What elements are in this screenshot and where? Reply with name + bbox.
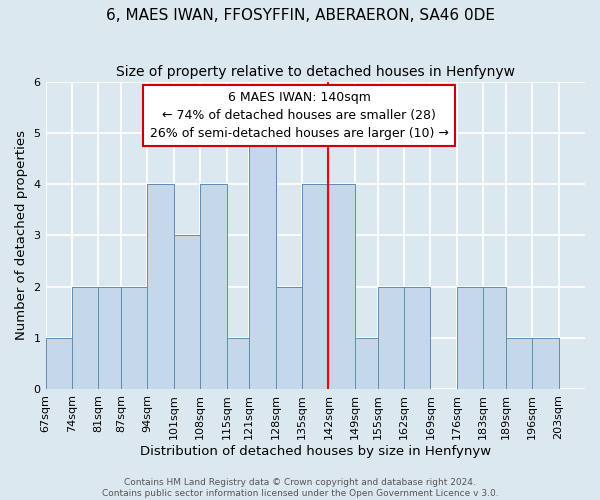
Bar [355, 338, 377, 389]
Bar [148, 184, 174, 389]
Bar [506, 338, 532, 389]
Bar [483, 286, 506, 389]
Text: 6, MAES IWAN, FFOSYFFIN, ABERAERON, SA46 0DE: 6, MAES IWAN, FFOSYFFIN, ABERAERON, SA46… [106, 8, 494, 22]
Bar [98, 286, 121, 389]
Bar [46, 338, 72, 389]
X-axis label: Distribution of detached houses by size in Henfynyw: Distribution of detached houses by size … [140, 444, 491, 458]
Bar [200, 184, 227, 389]
Bar [174, 236, 200, 389]
Bar [328, 184, 355, 389]
Bar [457, 286, 483, 389]
Title: Size of property relative to detached houses in Henfynyw: Size of property relative to detached ho… [116, 65, 515, 79]
Text: Contains HM Land Registry data © Crown copyright and database right 2024.
Contai: Contains HM Land Registry data © Crown c… [101, 478, 499, 498]
Bar [72, 286, 98, 389]
Bar [121, 286, 148, 389]
Text: 6 MAES IWAN: 140sqm
← 74% of detached houses are smaller (28)
26% of semi-detach: 6 MAES IWAN: 140sqm ← 74% of detached ho… [149, 91, 449, 140]
Bar [404, 286, 430, 389]
Bar [227, 338, 249, 389]
Bar [532, 338, 559, 389]
Bar [249, 133, 275, 389]
Bar [377, 286, 404, 389]
Bar [302, 184, 328, 389]
Y-axis label: Number of detached properties: Number of detached properties [15, 130, 28, 340]
Bar [275, 286, 302, 389]
